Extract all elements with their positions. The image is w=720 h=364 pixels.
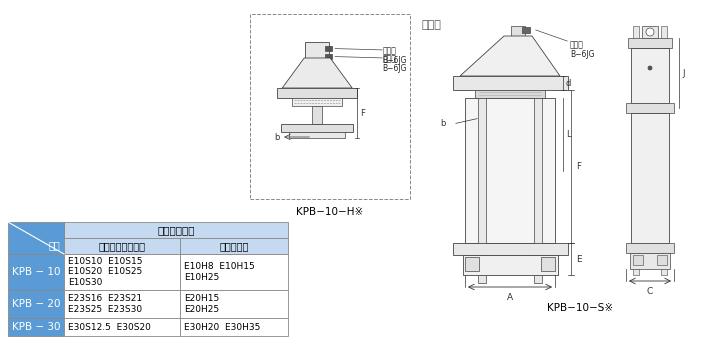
Bar <box>292 98 342 106</box>
Bar <box>661 26 667 275</box>
Text: F: F <box>360 108 365 118</box>
Bar <box>626 243 674 253</box>
Bar <box>462 255 557 275</box>
Text: 適応ジャッキ: 適応ジャッキ <box>157 225 194 235</box>
Bar <box>631 113 669 243</box>
Bar <box>534 98 542 283</box>
Bar <box>541 257 555 271</box>
Bar <box>325 46 332 51</box>
Bar <box>180 238 288 254</box>
Bar <box>475 90 545 98</box>
Bar <box>8 222 64 254</box>
Bar <box>633 255 643 265</box>
Text: A: A <box>507 293 513 302</box>
Bar <box>452 243 567 255</box>
Text: 油圧戻り形: 油圧戻り形 <box>220 241 248 251</box>
Bar <box>180 290 288 318</box>
Text: L: L <box>566 130 571 139</box>
Bar <box>305 42 329 58</box>
Text: 寸法図: 寸法図 <box>422 20 442 30</box>
Bar <box>465 257 479 271</box>
Text: C: C <box>647 287 653 296</box>
Bar <box>657 255 667 265</box>
Circle shape <box>648 66 652 70</box>
Polygon shape <box>282 58 352 88</box>
Text: E30H20  E30H35: E30H20 E30H35 <box>184 323 261 332</box>
Text: E23S16  E23S21
E23S25  E23S30: E23S16 E23S21 E23S25 E23S30 <box>68 294 142 314</box>
Bar <box>180 318 288 336</box>
Bar <box>630 253 670 269</box>
Bar <box>511 26 525 36</box>
Text: E20H15
E20H25: E20H15 E20H25 <box>184 294 220 314</box>
Text: KPB − 20: KPB − 20 <box>12 299 60 309</box>
Text: 加圧口
B−6JG: 加圧口 B−6JG <box>382 46 407 66</box>
Bar <box>8 254 64 290</box>
Text: E: E <box>576 254 582 264</box>
Bar <box>642 26 658 38</box>
Bar <box>277 88 357 98</box>
Text: E30S12.5  E30S20: E30S12.5 E30S20 <box>68 323 151 332</box>
Text: KPB − 10: KPB − 10 <box>12 267 60 277</box>
Bar <box>633 26 639 275</box>
Text: E10H8  E10H15
E10H25: E10H8 E10H15 E10H25 <box>184 262 255 282</box>
Text: 戻り口
B−6JG: 戻り口 B−6JG <box>382 54 407 74</box>
Bar <box>631 48 669 103</box>
Bar <box>282 124 354 132</box>
Bar <box>8 290 64 318</box>
Bar <box>64 318 180 336</box>
Bar <box>478 98 486 283</box>
Circle shape <box>646 28 654 36</box>
Text: KPB−10−S※: KPB−10−S※ <box>547 303 613 313</box>
Text: KPB−10−H※: KPB−10−H※ <box>297 207 364 217</box>
Bar <box>180 254 288 290</box>
Bar <box>289 132 345 138</box>
Text: d: d <box>566 79 572 87</box>
Text: b: b <box>441 119 446 128</box>
Text: スプリング戻り形: スプリング戻り形 <box>99 241 145 251</box>
Bar <box>325 54 332 59</box>
Text: 形式: 形式 <box>48 240 60 250</box>
Bar <box>64 290 180 318</box>
Bar <box>64 238 180 254</box>
Bar <box>522 27 530 33</box>
Bar <box>452 76 567 90</box>
Bar <box>626 103 674 113</box>
Bar <box>64 222 288 238</box>
Bar <box>465 98 555 243</box>
Text: E10S10  E10S15
E10S20  E10S25
E10S30: E10S10 E10S15 E10S20 E10S25 E10S30 <box>68 257 143 287</box>
Polygon shape <box>460 36 560 76</box>
Bar <box>8 318 64 336</box>
Bar <box>628 38 672 48</box>
Bar <box>250 14 410 199</box>
Bar <box>64 254 180 290</box>
Text: J: J <box>682 68 685 78</box>
Bar <box>312 106 323 124</box>
Text: KPB − 30: KPB − 30 <box>12 322 60 332</box>
Text: b: b <box>274 132 279 142</box>
Text: F: F <box>576 162 581 171</box>
Text: 加圧口
B−6JG: 加圧口 B−6JG <box>570 40 595 59</box>
